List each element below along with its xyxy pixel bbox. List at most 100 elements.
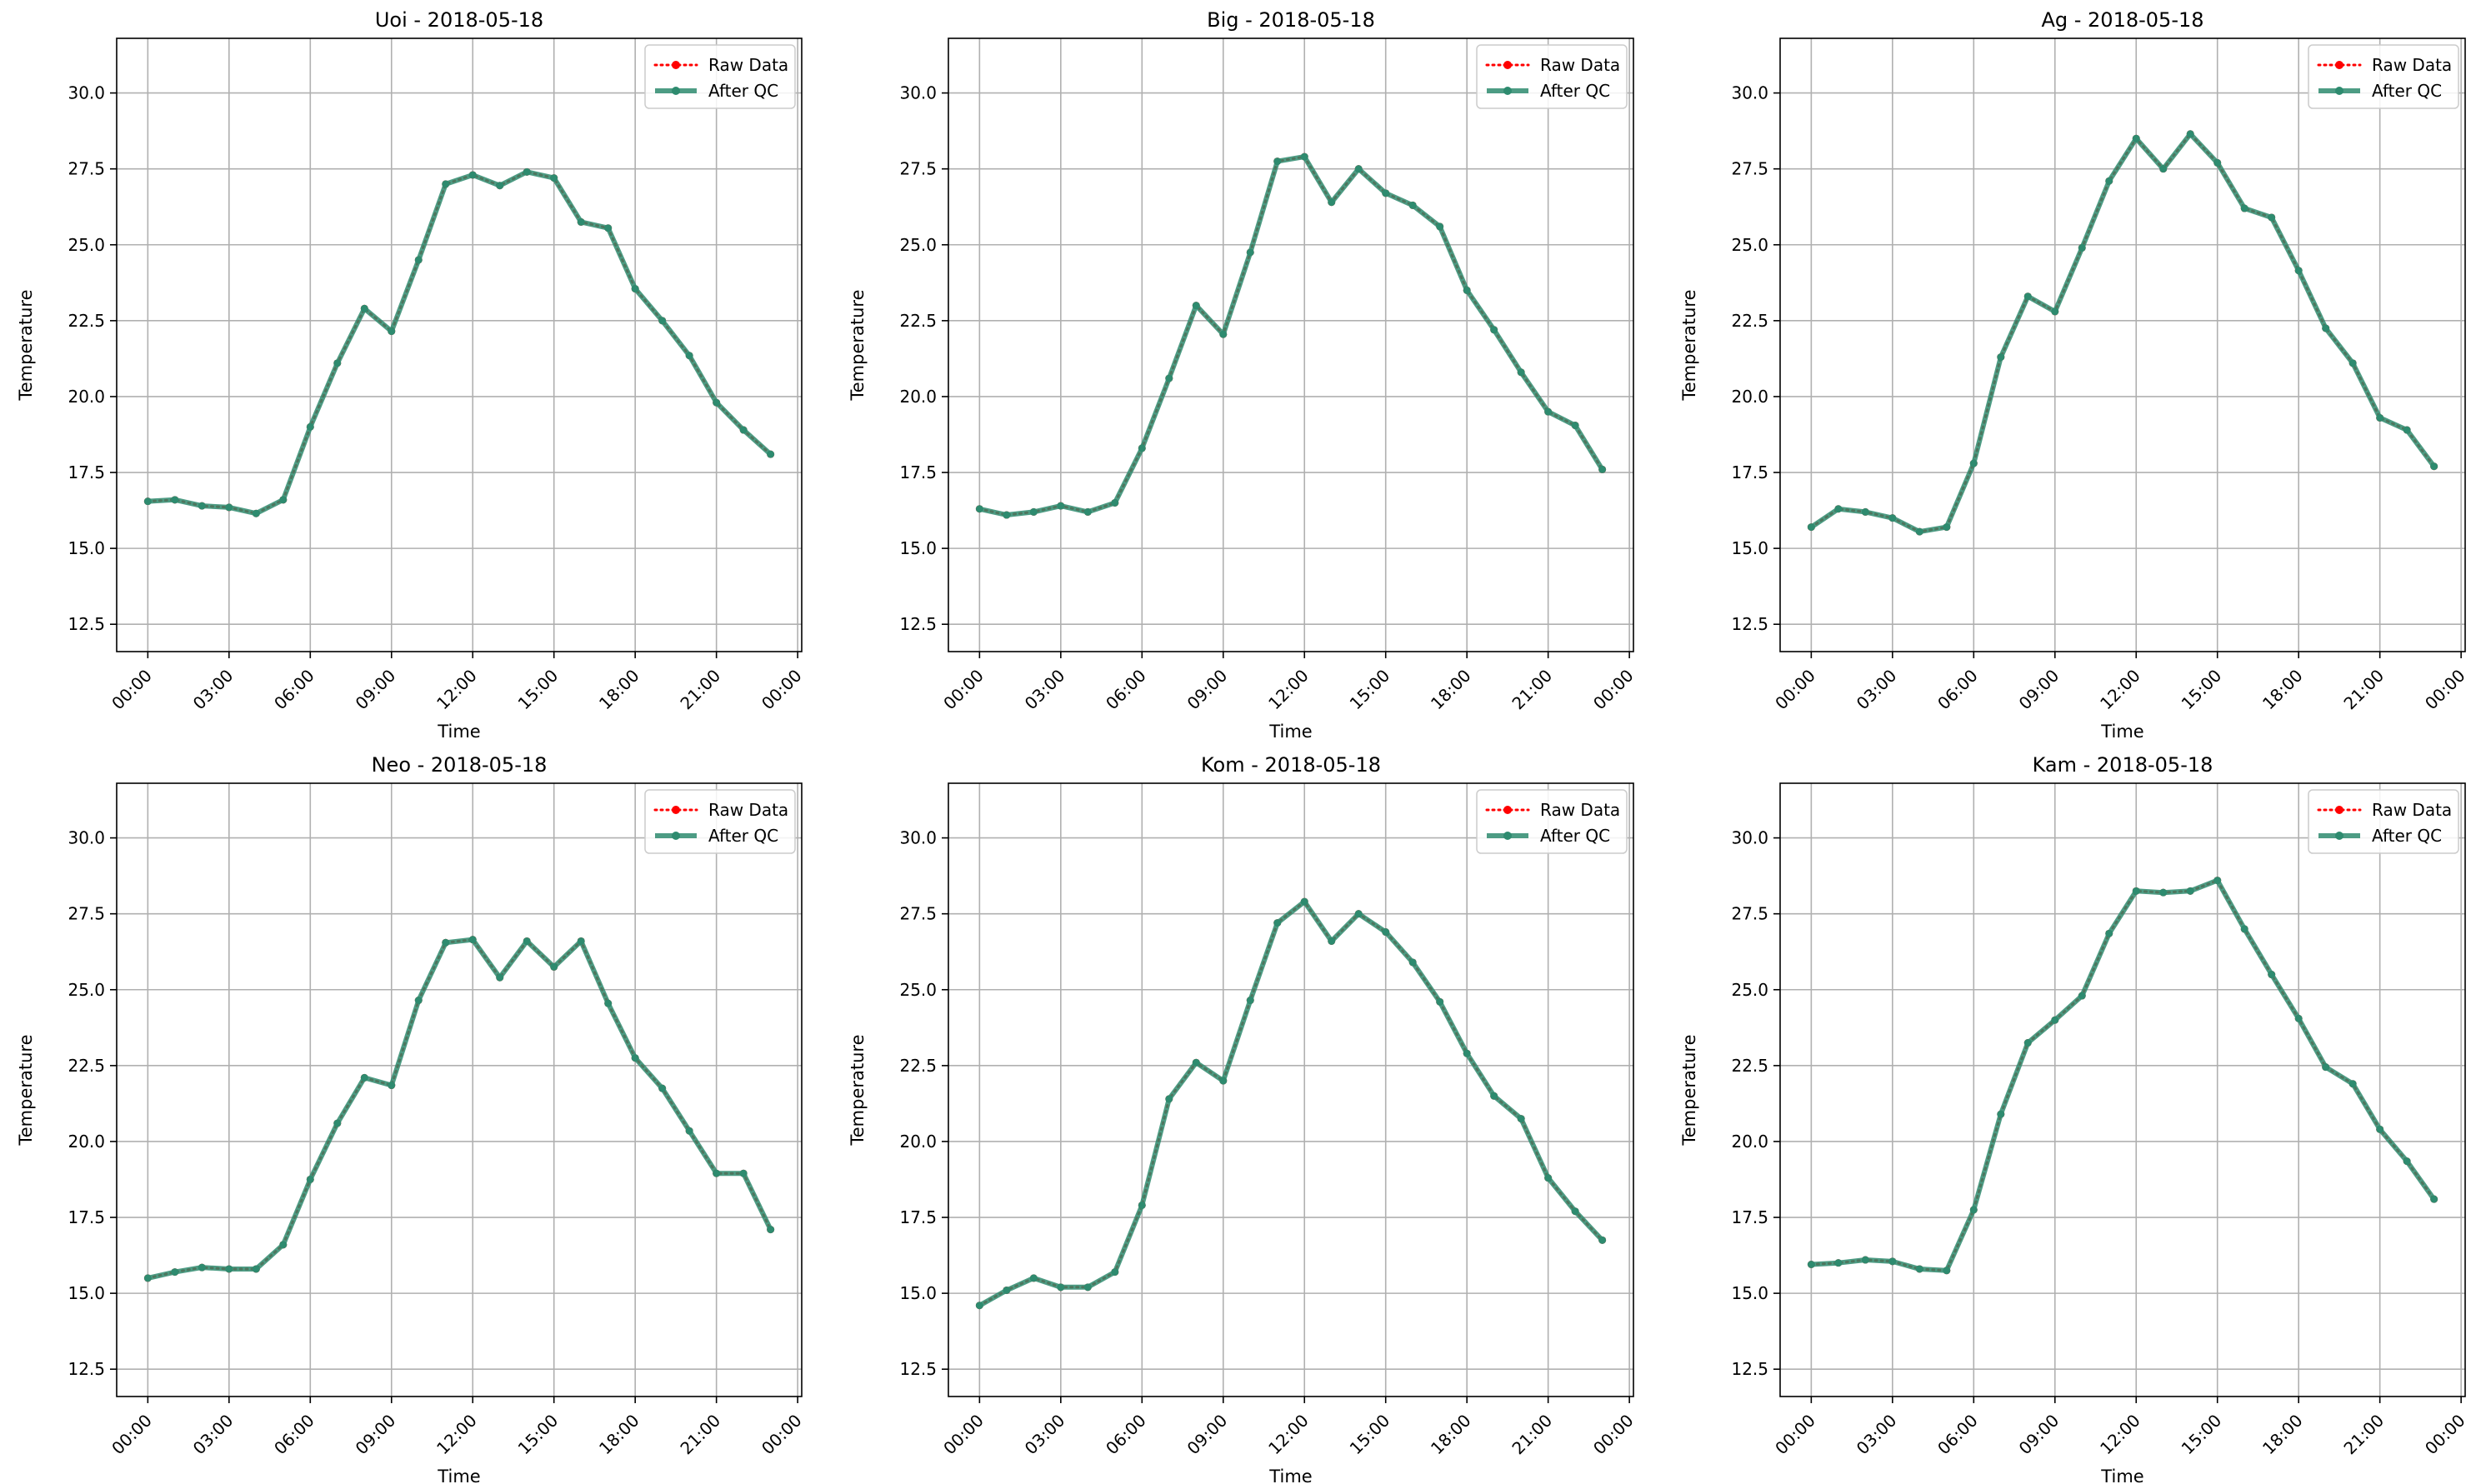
x-tick-label: 12:00 [2096, 666, 2144, 714]
x-tick-label: 00:00 [1771, 1411, 1819, 1459]
point-after-qc [1463, 286, 1471, 294]
y-tick-label: 25.0 [68, 235, 105, 255]
axes-frame [116, 782, 803, 1397]
point-after-qc [442, 938, 450, 947]
x-tick-label: 21:00 [2339, 1411, 2388, 1459]
point-after-qc [2322, 1063, 2330, 1072]
legend: Raw Data After QC [644, 789, 796, 854]
x-tick-label: 21:00 [2339, 666, 2388, 714]
point-after-qc [1807, 523, 1815, 532]
y-tick-label: 27.5 [899, 159, 937, 179]
point-after-qc [1517, 1115, 1525, 1123]
point-after-qc [2186, 130, 2194, 138]
point-after-qc [2240, 925, 2248, 933]
legend-label-after-qc: After QC [1540, 826, 1610, 846]
point-after-qc [279, 496, 288, 504]
axes-frame [948, 782, 1634, 1397]
point-after-qc [975, 1302, 983, 1310]
x-tick-label: 03:00 [1021, 666, 1069, 714]
chart-title: Big - 2018-05-18 [1207, 8, 1375, 32]
chart-panel-2: 12.5 15.0 17.5 20.0 22.5 25.0 27.5 30.0 00:00 03:… [1679, 8, 2469, 742]
point-after-qc [713, 398, 721, 407]
y-tick-label: 27.5 [1731, 904, 1768, 924]
point-after-qc [496, 973, 504, 982]
point-after-qc [1834, 1259, 1843, 1267]
point-after-qc [333, 359, 342, 367]
point-after-qc [1436, 222, 1444, 231]
point-after-qc [198, 1263, 206, 1272]
point-after-qc [1057, 502, 1065, 510]
point-after-qc [1490, 326, 1498, 334]
y-tick-label: 30.0 [68, 83, 105, 103]
series-line-after-qc [1809, 131, 2437, 535]
point-after-qc [2186, 887, 2194, 895]
series-line-raw [978, 899, 1604, 1307]
point-after-qc [2159, 888, 2168, 897]
legend-marker-after-qc [1503, 832, 1512, 840]
point-after-qc [550, 962, 558, 971]
x-axis-label: Time [1268, 722, 1312, 742]
x-tick-label: 06:00 [270, 1411, 318, 1459]
x-axis-label: Time [437, 722, 480, 742]
y-tick-label: 12.5 [899, 1359, 937, 1379]
x-tick-label: 06:00 [1933, 1411, 1982, 1459]
y-tick-label: 25.0 [68, 980, 105, 1000]
x-tick-label: 03:00 [1853, 1411, 1901, 1459]
chart-title: Kom - 2018-05-18 [1201, 753, 1381, 777]
point-after-qc [1915, 527, 1923, 536]
y-tick-label: 30.0 [1731, 828, 1768, 848]
chart-panel-1: 12.5 15.0 17.5 20.0 22.5 25.0 27.5 30.0 00:00 03:… [848, 8, 1638, 742]
y-tick-label: 22.5 [899, 1056, 937, 1076]
point-after-qc [2294, 1014, 2303, 1022]
point-after-qc [1219, 330, 1228, 338]
x-tick-label: 15:00 [514, 666, 563, 714]
y-tick-label: 30.0 [68, 828, 105, 848]
x-tick-label: 00:00 [2421, 1411, 2469, 1459]
chart-title: Ag - 2018-05-18 [2041, 8, 2203, 32]
point-after-qc [2322, 324, 2330, 332]
point-after-qc [1328, 937, 1336, 945]
series-line-raw [978, 155, 1604, 517]
x-tick-label: 18:00 [2258, 1411, 2307, 1459]
x-tick-label: 00:00 [1589, 1411, 1638, 1459]
point-after-qc [2403, 426, 2411, 434]
chart-panel-3: 12.5 15.0 17.5 20.0 22.5 25.0 27.5 30.0 00:00 03:… [16, 753, 806, 1484]
y-tick-label: 12.5 [1731, 614, 1768, 634]
point-after-qc [1003, 511, 1011, 519]
legend-label-after-qc: After QC [2372, 81, 2442, 101]
point-after-qc [225, 1265, 233, 1273]
y-tick-label: 15.0 [68, 1283, 105, 1303]
axes-frame [116, 37, 803, 652]
y-tick-label: 27.5 [1731, 159, 1768, 179]
point-after-qc [2132, 887, 2140, 895]
y-tick-label: 17.5 [1731, 462, 1768, 482]
point-after-qc [1997, 353, 2005, 362]
x-tick-label: 00:00 [758, 1411, 806, 1459]
x-tick-label: 12:00 [2096, 1411, 2144, 1459]
y-tick-label: 17.5 [899, 462, 937, 482]
y-tick-label: 22.5 [1731, 1056, 1768, 1076]
point-after-qc [1517, 368, 1525, 377]
chart-title: Neo - 2018-05-18 [372, 753, 548, 777]
point-after-qc [1943, 1267, 1951, 1275]
x-tick-label: 09:00 [1183, 666, 1232, 714]
point-after-qc [1888, 1257, 1897, 1266]
x-axis-label: Time [1268, 1467, 1312, 1484]
legend: Raw Data After QC [1476, 44, 1628, 109]
x-tick-label: 03:00 [1021, 1411, 1069, 1459]
y-tick-label: 20.0 [899, 387, 937, 407]
y-tick-label: 17.5 [899, 1207, 937, 1227]
chart-panel-0: 12.5 15.0 17.5 20.0 22.5 25.0 27.5 30.0 00:00 03:… [16, 8, 806, 742]
point-after-qc [1219, 1077, 1228, 1085]
point-after-qc [2213, 877, 2222, 885]
point-after-qc [1915, 1265, 1923, 1273]
point-after-qc [1083, 1283, 1092, 1292]
point-after-qc [1354, 910, 1363, 918]
point-after-qc [1273, 157, 1282, 166]
point-after-qc [2078, 243, 2086, 252]
point-after-qc [1328, 198, 1336, 207]
point-after-qc [1029, 507, 1038, 516]
point-after-qc [523, 937, 531, 945]
point-after-qc [2213, 158, 2222, 167]
point-after-qc [1300, 152, 1308, 161]
